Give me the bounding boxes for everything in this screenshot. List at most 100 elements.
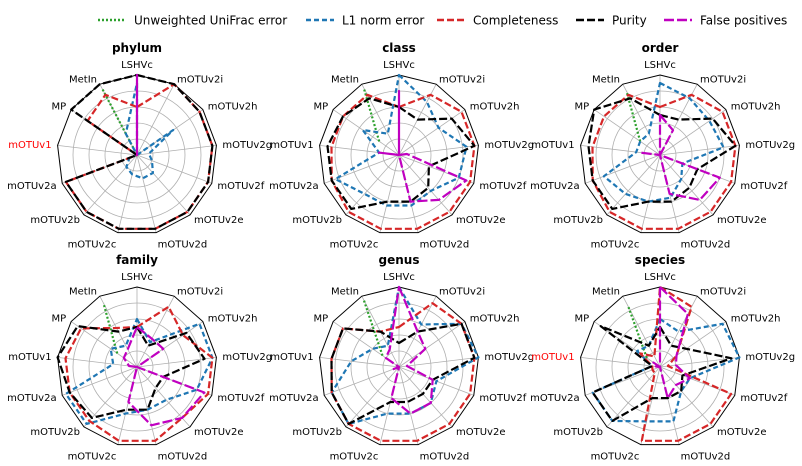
panel-title: order — [642, 41, 679, 55]
category-label: MetIn — [69, 74, 97, 85]
category-label: LSHVc — [121, 272, 153, 283]
series-false-positives — [652, 285, 691, 400]
category-label: MetIn — [331, 286, 359, 297]
grid-spoke — [379, 154, 400, 233]
grid-spoke — [62, 366, 138, 396]
grid-spoke — [398, 154, 419, 233]
series-l1-norm-error — [591, 317, 741, 423]
category-label: mOTUv2i — [700, 74, 746, 85]
category-label: LSHVc — [383, 272, 415, 283]
category-label: mOTUv2b — [292, 215, 342, 226]
category-label: MetIn — [592, 74, 620, 85]
radar-chart-family: family LSHVc mOTUv2i mOTUv2h mOTUv2g mOTUv2f m… — [7, 253, 272, 463]
grid-spoke — [345, 154, 400, 216]
category-label: LSHVc — [121, 60, 153, 71]
category-label: mOTUv2b — [30, 215, 80, 226]
panel-title: family — [116, 253, 158, 267]
radar-chart-genus: genus LSHVc mOTUv2i mOTUv2h mOTUv2g mOTUv2f mO… — [269, 253, 534, 463]
category-label: mOTUv2d — [420, 452, 470, 463]
grid-spoke — [332, 109, 400, 156]
legend-label: False positives — [700, 14, 787, 28]
grid-spoke — [57, 144, 138, 156]
category-label: mOTUv2h — [731, 314, 781, 325]
category-label: MetIn — [331, 74, 359, 85]
grid-spoke — [83, 366, 138, 428]
grid-spoke — [606, 366, 661, 428]
category-label: mOTUv2a — [7, 181, 56, 192]
category-label: mOTUv2c — [591, 240, 640, 251]
outer-frame — [319, 74, 479, 234]
grid-spoke — [580, 356, 661, 368]
category-label: mOTUv2c — [68, 240, 117, 251]
category-label: mOTUv2e — [194, 427, 243, 438]
category-label: mOTUv2i — [439, 74, 485, 85]
panel-title: genus — [379, 253, 420, 267]
category-label: mOTUv2f — [740, 181, 787, 192]
grid-spoke — [398, 321, 466, 368]
grid-spoke — [398, 366, 453, 428]
category-label: mOTUv2i — [439, 286, 485, 297]
grid-spoke — [136, 366, 191, 428]
outer-frame — [319, 286, 479, 446]
category-label: mOTUv2g — [484, 140, 534, 151]
category-label: mOTUv2a — [269, 181, 318, 192]
category-label: mOTUv2c — [591, 452, 640, 463]
series-unweighted-unifrac-error — [362, 299, 384, 356]
grid-spoke — [659, 144, 740, 156]
category-label: mOTUv2c — [330, 452, 379, 463]
category-label: MP — [52, 314, 67, 325]
series-unweighted-unifrac-error — [102, 302, 119, 354]
category-label: mOTUv1 — [531, 140, 574, 151]
grid-spoke — [398, 109, 466, 156]
series-false-positives — [639, 113, 721, 201]
grid-spoke — [136, 83, 175, 156]
category-label: LSHVc — [644, 272, 676, 283]
series-unweighted-unifrac-error — [625, 90, 642, 142]
category-label: mOTUv2a — [7, 393, 56, 404]
grid-spoke — [606, 154, 661, 216]
series-purity — [330, 322, 476, 425]
series-purity — [591, 325, 733, 422]
series-l1-norm-error — [334, 73, 468, 207]
grid-spoke — [398, 366, 419, 445]
category-label: mOTUv2f — [217, 393, 264, 404]
series-false-positives — [384, 285, 434, 415]
grid-spoke — [398, 154, 453, 216]
category-label: LSHVc — [383, 60, 415, 71]
series-unweighted-unifrac-error — [627, 306, 648, 359]
grid-spoke — [585, 154, 661, 184]
category-label: mOTUv2a — [530, 393, 579, 404]
series-l1-norm-error — [64, 317, 214, 425]
grid-spoke — [640, 366, 661, 445]
grid-spoke — [136, 154, 157, 233]
category-label: mOTUv2a — [269, 393, 318, 404]
grid-spoke — [136, 154, 191, 216]
category-label: mOTUv2d — [681, 452, 731, 463]
outer-frame — [580, 286, 740, 446]
panel-title: class — [382, 41, 416, 55]
series-purity — [56, 325, 206, 419]
grid-spoke — [117, 366, 138, 445]
grid-spoke — [345, 366, 400, 428]
category-label: mOTUv2a — [530, 181, 579, 192]
radar-chart-phylum: phylum LSHVc mOTUv2i mOTUv2h mOTUv2g mOTUv2f m… — [7, 41, 272, 251]
category-label: mOTUv2d — [681, 240, 731, 251]
category-label: MP — [575, 102, 590, 113]
category-label: mOTUv1 — [531, 352, 574, 363]
category-label: mOTUv2b — [292, 427, 342, 438]
grid-spoke — [136, 366, 157, 445]
category-label: mOTUv2h — [208, 102, 258, 113]
grid-spoke — [398, 356, 479, 368]
legend-svg: Unweighted UniFrac error L1 norm error Com… — [98, 14, 787, 28]
category-label: mOTUv2e — [194, 215, 243, 226]
category-label: mOTUv2h — [470, 102, 520, 113]
category-label: mOTUv2g — [745, 352, 795, 363]
series-purity — [64, 73, 214, 230]
series-completeness — [591, 93, 737, 230]
radar-chart-species: species LSHVc mOTUv2i mOTUv2h mOTUv2g mOTUv2f… — [530, 253, 795, 463]
category-label: mOTUv2d — [158, 240, 208, 251]
outer-frame — [57, 286, 217, 446]
category-label: LSHVc — [644, 60, 676, 71]
outer-frame — [580, 74, 740, 234]
category-label: MetIn — [592, 286, 620, 297]
